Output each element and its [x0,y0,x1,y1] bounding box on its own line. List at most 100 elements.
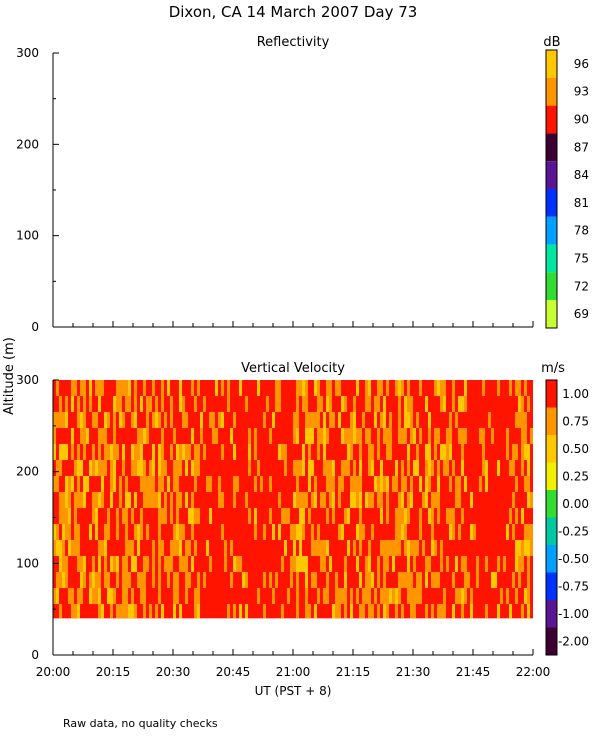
velocity-cell [395,604,398,619]
velocity-cell [404,412,407,428]
velocity-cell [248,444,251,460]
velocity-cell [434,492,437,508]
velocity-cell [68,492,71,508]
velocity-cell [131,508,134,524]
velocity-cell [200,412,203,428]
velocity-cell [323,428,326,444]
velocity-cell [371,460,374,476]
velocity-cell [392,476,395,492]
velocity-cell [293,540,296,556]
velocity-cell [218,492,221,508]
velocity-cell [461,428,464,444]
reflectivity-plot-area: 0 100 200 300 [16,46,534,334]
velocity-cell [185,540,188,556]
velocity-cell [401,460,404,476]
velocity-cell [449,508,452,524]
velocity-cell [134,444,137,460]
velocity-cell [437,508,440,524]
velocity-cell [179,556,182,572]
velocity-cell [404,540,407,556]
colorbar-unit-reflectivity: dB [543,35,560,50]
velocity-cell [314,476,317,492]
velocity-cell [527,540,530,556]
velocity-cell [515,556,518,572]
colorbar-label: 75 [574,252,589,266]
velocity-cell [113,460,116,476]
velocity-cell [437,604,440,619]
velocity-cell [335,604,338,619]
velocity-cell [164,460,167,476]
velocity-cell [398,572,401,588]
velocity-cell [461,508,464,524]
velocity-cell [146,412,149,428]
velocity-cell [524,476,527,492]
velocity-cell [254,444,257,460]
velocity-cell [176,492,179,508]
velocity-cell [383,540,386,556]
velocity-cell [170,508,173,524]
velocity-cell [182,412,185,428]
velocity-cell [194,508,197,524]
velocity-cell [398,380,401,396]
velocity-cell [482,380,485,396]
velocity-cell [98,444,101,460]
velocity-cell [296,604,299,619]
velocity-cell [293,492,296,508]
velocity-cell [380,540,383,556]
velocity-cell [83,396,86,412]
velocity-cell [443,380,446,396]
velocity-cell [158,540,161,556]
velocity-cell [518,412,521,428]
velocity-cell [314,412,317,428]
velocity-cell [488,412,491,428]
velocity-cell [221,412,224,428]
velocity-cell [140,588,143,604]
velocity-cell [347,508,350,524]
velocity-cell [278,444,281,460]
velocity-cell [302,492,305,508]
velocity-cell [107,524,110,540]
colorbar-label: 0.00 [562,497,589,511]
velocity-cell [71,396,74,412]
velocity-cell [215,428,218,444]
velocity-cell [119,476,122,492]
velocity-cell [134,396,137,412]
panel-title-reflectivity: Reflectivity [257,35,330,50]
colorbar-label: -0.50 [558,552,589,566]
velocity-cell [140,572,143,588]
velocity-cell [491,572,494,588]
velocity-cell [119,492,122,508]
velocity-cell [158,588,161,604]
velocity-cell [53,412,56,428]
velocity-cell [296,476,299,492]
velocity-cell [92,572,95,588]
velocity-cell [131,460,134,476]
velocity-cell [110,588,113,604]
velocity-cell [104,444,107,460]
colorbar-segment [546,161,557,189]
velocity-cell [125,572,128,588]
velocity-cell [458,492,461,508]
velocity-cell [101,380,104,396]
velocity-cell [59,396,62,412]
velocity-cell [350,476,353,492]
velocity-cell [425,604,428,619]
velocity-cell [527,460,530,476]
velocity-cell [308,412,311,428]
velocity-cell [317,412,320,428]
velocity-cell [143,428,146,444]
velocity-cell [413,604,416,619]
velocity-cell [98,604,101,619]
velocity-cell [377,444,380,460]
velocity-cell [368,588,371,604]
velocity-cell [194,460,197,476]
velocity-cell [233,556,236,572]
velocity-cell [227,396,230,412]
velocity-cell [95,412,98,428]
velocity-cell [515,380,518,396]
velocity-cell [356,428,359,444]
velocity-cell [311,412,314,428]
velocity-cell [368,572,371,588]
velocity-cell [116,524,119,540]
velocity-cell [395,524,398,540]
